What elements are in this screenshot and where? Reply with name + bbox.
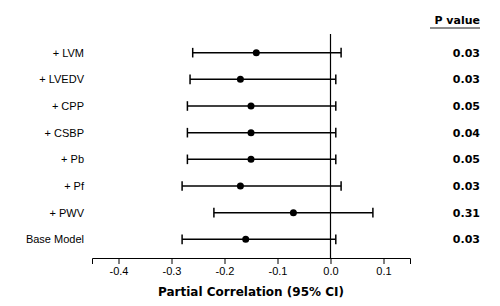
x-tick: 0.1 <box>376 258 391 277</box>
x-tick: 0.0 <box>323 258 338 277</box>
y-tick: + PWV <box>49 207 84 219</box>
row <box>182 235 336 245</box>
row <box>187 101 335 111</box>
x-tick: -0.1 <box>269 258 288 277</box>
ci-line <box>193 52 341 54</box>
y-tick-label: Base Model <box>26 233 84 245</box>
ci-cap-low <box>187 128 189 138</box>
x-tick-mark <box>172 258 173 264</box>
reference-line <box>330 34 331 258</box>
plot: -0.4-0.3-0.2-0.10.00.1+ LVM+ LVEDV+ CPP+… <box>26 34 411 277</box>
y-tick-label: + Pf <box>64 180 85 192</box>
ci-cap-low <box>181 235 183 245</box>
x-tick-mark <box>384 258 385 264</box>
p-value: 0.03 <box>453 47 480 60</box>
x-tick-label: 0.1 <box>376 265 391 277</box>
x-tick-label: -0.3 <box>163 265 182 277</box>
x-tick-mark <box>278 258 279 264</box>
p-value: 0.03 <box>453 233 480 246</box>
row <box>187 155 335 165</box>
ci-cap-high <box>335 101 337 111</box>
ci-cap-low <box>192 48 194 58</box>
ci-cap-high <box>340 181 342 191</box>
y-tick-label: + PWV <box>49 207 84 219</box>
y-tick-label: + CPP <box>52 100 84 112</box>
y-tick: + CSBP <box>45 127 84 139</box>
row <box>190 75 336 85</box>
p-value: 0.05 <box>453 100 480 113</box>
ci-cap-high <box>340 48 342 58</box>
x-tick: -0.3 <box>163 258 182 277</box>
x-tick-mark <box>119 258 120 264</box>
ci-line <box>182 239 336 241</box>
x-axis-line <box>93 259 411 265</box>
row <box>214 208 373 218</box>
row <box>193 48 341 58</box>
x-tick-label: -0.2 <box>216 265 235 277</box>
row <box>182 181 341 191</box>
ci-cap-low <box>187 101 189 111</box>
row <box>187 128 335 138</box>
ci-cap-low <box>181 181 183 191</box>
x-tick-label: -0.1 <box>269 265 288 277</box>
y-tick: + Pf <box>64 180 85 192</box>
ci-cap-low <box>213 208 215 218</box>
point <box>237 76 244 83</box>
ci-cap-high <box>335 235 337 245</box>
chart: -0.4-0.3-0.2-0.10.00.1+ LVM+ LVEDV+ CPP+… <box>0 0 500 306</box>
ci-line <box>190 79 336 81</box>
point <box>242 236 249 243</box>
x-tick: -0.4 <box>110 258 129 277</box>
point <box>290 209 297 216</box>
x-tick-label: 0.0 <box>323 265 338 277</box>
point <box>237 183 244 190</box>
ci-line <box>182 185 341 187</box>
ci-cap-low <box>187 155 189 165</box>
p-value: 0.03 <box>453 73 480 86</box>
x-tick-mark <box>331 258 332 264</box>
ci-line <box>187 105 335 107</box>
p-value: 0.05 <box>453 153 480 166</box>
ci-line <box>187 132 335 134</box>
y-tick-label: + Pb <box>61 153 84 165</box>
p-value: 0.04 <box>453 127 480 140</box>
point <box>248 129 255 136</box>
y-tick-label: + CSBP <box>45 127 84 139</box>
ci-cap-high <box>335 155 337 165</box>
y-tick: + CPP <box>52 100 84 112</box>
p-header: P value <box>434 14 480 27</box>
ci-cap-high <box>372 208 374 218</box>
y-tick: + Pb <box>61 153 84 165</box>
point <box>248 103 255 110</box>
p-header-underline <box>430 28 480 29</box>
x-axis: -0.4 -0.3 -0.2 -0.1 0.0 0.1 <box>93 258 411 277</box>
y-tick-label: + LVEDV <box>39 73 84 85</box>
ci-cap-high <box>335 75 337 85</box>
ci-line <box>187 159 335 161</box>
ci-cap-high <box>335 128 337 138</box>
x-axis-title: Partial Correlation (95% CI) <box>158 285 344 299</box>
y-tick-label: + LVM <box>53 47 84 59</box>
p-value: 0.31 <box>453 207 480 220</box>
x-tick: -0.2 <box>216 258 235 277</box>
x-tick-label: -0.4 <box>110 265 129 277</box>
point <box>253 49 260 56</box>
y-axis: + LVM + LVEDV + CPP + CSBP + Pb + Pf + PWV Base… <box>26 47 85 246</box>
ci-cap-low <box>189 75 191 85</box>
x-tick-mark <box>225 258 226 264</box>
marks <box>182 34 373 258</box>
p-value: 0.03 <box>453 180 480 193</box>
y-tick: Base Model <box>26 233 84 245</box>
point <box>248 156 255 163</box>
y-tick: + LVEDV <box>39 73 84 85</box>
y-tick: + LVM <box>53 47 84 59</box>
